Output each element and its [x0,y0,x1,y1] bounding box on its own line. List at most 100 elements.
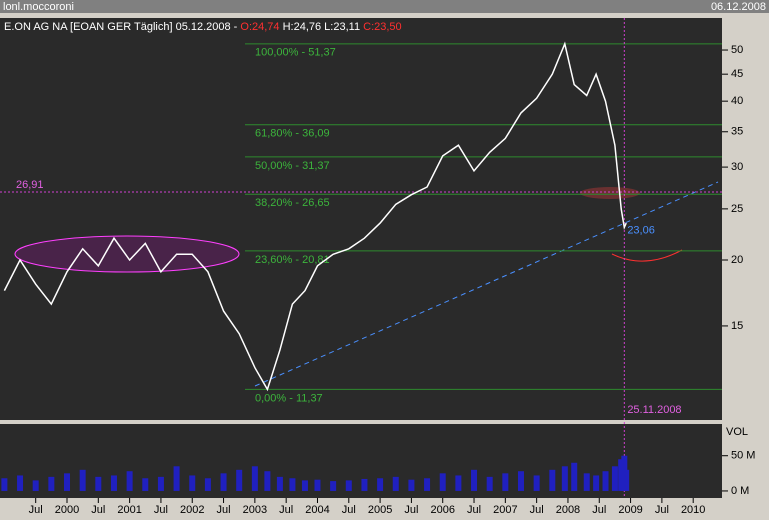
volume-bar [455,475,462,491]
volume-bar [289,478,296,491]
volume-bar [142,478,149,491]
header-part: C:23,50 [363,21,402,33]
header-part: E.ON AG NA [EOAN GER Täglich] 05.12.2008… [4,21,240,33]
volume-bar [602,471,609,491]
volume-bar [439,473,446,491]
highlight-ellipse [580,187,640,199]
volume-bar [79,469,86,491]
h-line-label: 26,91 [16,179,44,191]
trend-line [254,181,719,387]
volume-bar [517,471,524,491]
volume-bar [32,480,39,491]
volume-bar [157,476,164,491]
volume-bar [236,469,243,491]
highlight-ellipse [14,235,240,273]
volume-bar [611,466,618,491]
x-tick-label: 2009 [618,504,642,516]
volume-bar [204,478,211,491]
volume-bar [392,476,399,491]
volume-bar [220,473,227,491]
volume-bar [623,469,630,491]
volume-bar [126,471,133,491]
volume-bar [264,471,271,491]
fib-label: 0,00% - 11,37 [255,392,323,404]
x-tick-label: 2000 [55,504,79,516]
volume-bar [486,476,493,491]
header: E.ON AG NA [EOAN GER Täglich] 05.12.2008… [4,21,402,33]
volume-bar [17,475,24,491]
x-tick-label: 2003 [243,504,267,516]
volume-bar [1,478,8,491]
x-tick-label: 2010 [681,504,705,516]
x-tick-label: Jul [217,504,231,516]
title-bar [0,0,769,13]
volume-tick-label: 0 M [731,485,749,497]
fib-label: 23,60% - 20,81 [255,254,330,266]
x-tick-label: 2006 [430,504,454,516]
volume-bar [408,479,415,491]
y-tick-label: 20 [731,254,743,266]
volume-bar [276,476,283,491]
y-tick-label: 30 [731,161,743,173]
x-tick-label: 2008 [556,504,580,516]
window-title: lonl.moccoroni [3,1,74,13]
y-tick-label: 35 [731,126,743,138]
x-tick-label: Jul [279,504,293,516]
volume-bar [301,480,308,491]
y-tick-label: 45 [731,68,743,80]
volume-bar [561,466,568,491]
y-tick-label: 25 [731,203,743,215]
x-tick-label: Jul [342,504,356,516]
fib-label: 100,00% - 51,37 [255,47,336,59]
volume-label: VOL [726,426,748,438]
volume-bar [377,478,384,491]
volume-bar [593,475,600,491]
x-tick-label: 2005 [368,504,392,516]
x-tick-label: 2004 [305,504,329,516]
volume-bar [502,473,509,491]
arc-annotation [611,249,683,262]
volume-bar [533,475,540,491]
volume-pane [0,424,722,498]
header-part: O:24,74 [240,21,279,33]
price-line [3,41,627,392]
y-tick-label: 15 [731,320,743,332]
x-tick-label: Jul [154,504,168,516]
volume-bar [471,469,478,491]
x-tick-label: 2001 [117,504,141,516]
y-tick-label: 40 [731,95,743,107]
volume-bar [330,481,337,491]
x-tick-label: Jul [91,504,105,516]
volume-bar [110,475,117,491]
volume-bar [345,480,352,491]
x-tick-label: Jul [530,504,544,516]
fib-label: 61,80% - 36,09 [255,128,330,140]
volume-bar [95,476,102,491]
volume-bar [583,473,590,491]
volume-bar [48,476,55,491]
x-tick-label: 2007 [493,504,517,516]
volume-bar [618,459,625,491]
volume-bar [424,478,431,491]
point-label: 23,06 [627,224,655,236]
x-tick-label: Jul [592,504,606,516]
volume-bar [549,469,556,491]
fib-label: 50,00% - 31,37 [255,160,330,172]
volume-bar [361,478,368,491]
volume-bar [189,475,196,491]
volume-tick-label: 50 M [731,450,755,462]
price-pane [0,18,722,420]
volume-bar [64,473,71,491]
volume-bar [571,462,578,491]
x-tick-label: Jul [29,504,43,516]
volume-bar [251,466,258,491]
volume-bar [314,479,321,491]
volume-bar [173,466,180,491]
x-tick-label: Jul [467,504,481,516]
window-date: 06.12.2008 [711,1,766,13]
x-tick-label: 2002 [180,504,204,516]
y-tick-label: 50 [731,44,743,56]
v-line-label: 25.11.2008 [627,404,681,416]
x-tick-label: Jul [655,504,669,516]
